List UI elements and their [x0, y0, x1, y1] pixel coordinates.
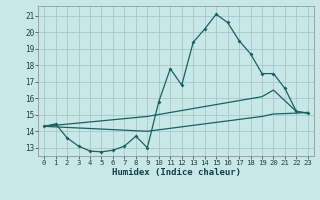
X-axis label: Humidex (Indice chaleur): Humidex (Indice chaleur): [111, 168, 241, 177]
